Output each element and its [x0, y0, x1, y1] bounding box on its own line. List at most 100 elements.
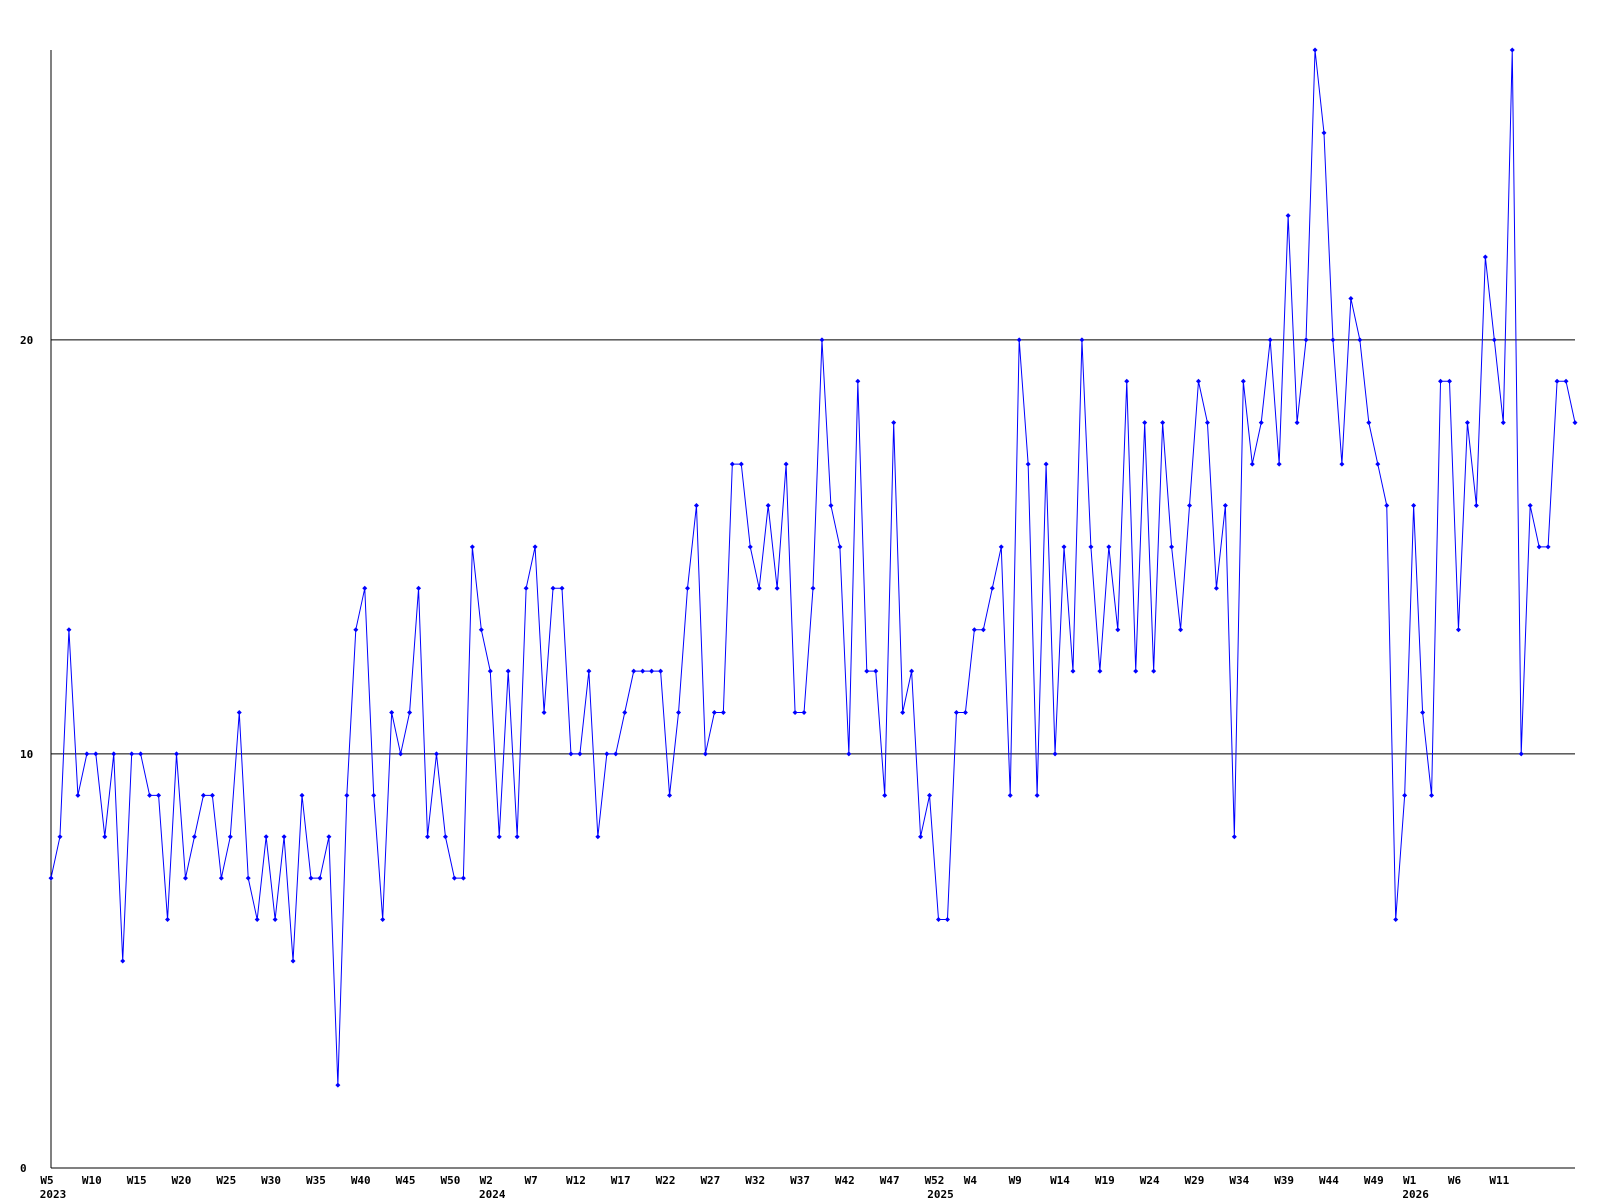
data-point [514, 834, 520, 840]
data-point [1429, 792, 1435, 798]
data-point [962, 710, 968, 716]
data-point [1097, 668, 1103, 674]
data-point [263, 834, 269, 840]
data-point [676, 710, 682, 716]
x-tick-label: W17 [611, 1174, 631, 1187]
data-point [245, 875, 251, 881]
data-point [1115, 627, 1121, 633]
y-tick-label: 10 [20, 748, 33, 761]
x-tick-label: W44 [1319, 1174, 1339, 1187]
data-point [1464, 420, 1470, 426]
data-point [989, 585, 995, 591]
data-point [326, 834, 332, 840]
x-tick-label: W15 [127, 1174, 147, 1187]
data-point [1213, 585, 1219, 591]
data-point [774, 585, 780, 591]
x-tick-label: W49 [1364, 1174, 1384, 1187]
data-point [1178, 627, 1184, 633]
data-point [658, 668, 664, 674]
data-point [765, 502, 771, 508]
data-point [84, 751, 90, 757]
data-point [1420, 710, 1426, 716]
data-point [953, 710, 959, 716]
data-point [147, 792, 153, 798]
data-point [460, 875, 466, 881]
data-point [801, 710, 807, 716]
data-point [1187, 502, 1193, 508]
data-point [57, 834, 63, 840]
data-point [1384, 502, 1390, 508]
data-point [702, 751, 708, 757]
data-point [873, 668, 879, 674]
x-tick-label: W24 [1140, 1174, 1160, 1187]
data-point [75, 792, 81, 798]
x-tick-label: W40 [351, 1174, 371, 1187]
y-tick-label: 0 [20, 1162, 27, 1175]
data-point [693, 502, 699, 508]
data-point [1016, 337, 1022, 343]
data-point [1438, 378, 1444, 384]
data-point [218, 875, 224, 881]
data-point [1169, 544, 1175, 550]
data-point [317, 875, 323, 881]
data-point [1204, 420, 1210, 426]
data-point [1536, 544, 1542, 550]
x-year-label: 2025 [927, 1188, 954, 1200]
x-tick-label: W39 [1274, 1174, 1294, 1187]
data-point [1572, 420, 1578, 426]
data-point [380, 917, 386, 923]
data-point [1509, 47, 1515, 53]
data-point [1500, 420, 1506, 426]
data-point [684, 585, 690, 591]
data-point [344, 792, 350, 798]
x-tick-label: W20 [172, 1174, 192, 1187]
data-point [882, 792, 888, 798]
data-point [550, 585, 556, 591]
data-point [1088, 544, 1094, 550]
data-point [442, 834, 448, 840]
x-tick-label: W45 [396, 1174, 416, 1187]
data-point [1339, 461, 1345, 467]
data-point [227, 834, 233, 840]
data-point [667, 792, 673, 798]
x-tick-label: W37 [790, 1174, 810, 1187]
data-point [747, 544, 753, 550]
data-point [1455, 627, 1461, 633]
data-point [559, 585, 565, 591]
data-line [50, 49, 1576, 1086]
data-point [1393, 917, 1399, 923]
data-point [918, 834, 924, 840]
data-point [855, 378, 861, 384]
data-point [649, 668, 655, 674]
data-point [505, 668, 511, 674]
data-point [622, 710, 628, 716]
data-point [729, 461, 735, 467]
data-point [1052, 751, 1058, 757]
data-point [1321, 130, 1327, 136]
data-point [720, 710, 726, 716]
x-tick-label: W9 [1009, 1174, 1022, 1187]
data-point [48, 875, 54, 881]
data-point [640, 668, 646, 674]
data-point [111, 751, 117, 757]
data-point [129, 751, 135, 757]
x-tick-label: W11 [1489, 1174, 1509, 1187]
data-point [371, 792, 377, 798]
data-point [1330, 337, 1336, 343]
data-point [1160, 420, 1166, 426]
data-point [1025, 461, 1031, 467]
data-point [944, 917, 950, 923]
data-point [1195, 378, 1201, 384]
x-tick-label: W22 [656, 1174, 676, 1187]
x-year-label: 2026 [1402, 1188, 1429, 1200]
data-point [281, 834, 287, 840]
data-point [209, 792, 215, 798]
data-point [120, 958, 126, 964]
data-point [523, 585, 529, 591]
data-point [272, 917, 278, 923]
data-point [451, 875, 457, 881]
data-point [1375, 461, 1381, 467]
data-point [568, 751, 574, 757]
data-point [577, 751, 583, 757]
data-point [1518, 751, 1524, 757]
